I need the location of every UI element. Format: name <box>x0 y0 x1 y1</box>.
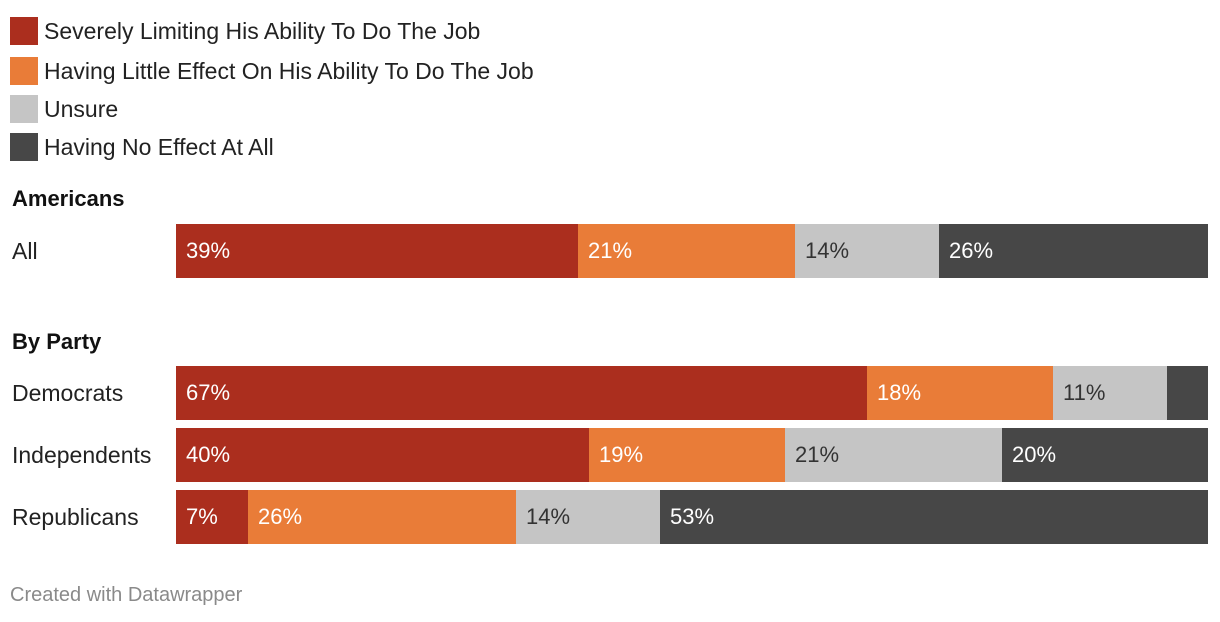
legend-swatch <box>10 57 38 85</box>
bar-row-democrats: 67% 18% 11% <box>176 366 1208 420</box>
legend-swatch <box>10 95 38 123</box>
legend-label: Severely Limiting His Ability To Do The … <box>44 17 481 44</box>
bar-value-label: 11% <box>1063 380 1106 405</box>
legend-item-severely-limiting: Severely Limiting His Ability To Do The … <box>10 12 534 50</box>
bar-segment <box>176 490 248 544</box>
row-label-democrats: Democrats <box>12 380 124 406</box>
bar-segment <box>248 490 516 544</box>
row-label-republicans: Republicans <box>12 504 139 530</box>
bar-segment <box>1053 366 1167 420</box>
bar-value-label: 20% <box>1012 442 1057 467</box>
legend-swatch <box>10 17 38 45</box>
bar-segment <box>1167 366 1208 420</box>
bar-value-label: 21% <box>795 442 840 467</box>
legend-swatch <box>10 133 38 161</box>
legend-item-little-effect: Having Little Effect On His Ability To D… <box>10 52 534 90</box>
legend-item-unsure: Unsure <box>10 90 534 128</box>
bar-value-label: 40% <box>186 442 231 467</box>
legend-label: Having No Effect At All <box>44 133 274 160</box>
bar-segment <box>516 490 660 544</box>
bar-value-label: 19% <box>599 442 644 467</box>
bar-segment <box>1002 428 1208 482</box>
bar-value-label: 14% <box>526 504 571 529</box>
bar-segment <box>867 366 1053 420</box>
bar-value-label: 18% <box>877 380 922 405</box>
bar-segment <box>939 224 1208 278</box>
bar-value-label: 21% <box>588 238 633 263</box>
bar-segment <box>176 428 589 482</box>
bar-segment <box>176 366 867 420</box>
bar-row-all: 39% 21% 14% 26% <box>176 224 1208 278</box>
group-title-americans: Americans <box>12 186 125 211</box>
footer-credit: Created with Datawrapper <box>10 584 243 606</box>
bar-segment <box>578 224 795 278</box>
bar-value-label: 7% <box>186 504 218 529</box>
bar-row-republicans: 7% 26% 14% 53% <box>176 490 1208 544</box>
bar-segment <box>795 224 939 278</box>
bar-segment <box>176 224 578 278</box>
legend-label: Unsure <box>44 95 119 122</box>
bar-value-label: 26% <box>949 238 994 263</box>
bar-value-label: 14% <box>805 238 850 263</box>
legend-label: Having Little Effect On His Ability To D… <box>44 57 534 84</box>
row-label-independents: Independents <box>12 442 152 468</box>
row-label-all: All <box>12 238 38 264</box>
bar-value-label: 67% <box>186 380 231 405</box>
bar-value-label: 39% <box>186 238 231 263</box>
bar-value-label: 26% <box>258 504 303 529</box>
bar-row-independents: 40% 19% 21% 20% <box>176 428 1208 482</box>
group-title-by-party: By Party <box>12 329 102 354</box>
legend: Severely Limiting His Ability To Do The … <box>10 12 534 166</box>
bar-segment <box>660 490 1208 544</box>
bar-value-label: 53% <box>670 504 715 529</box>
bar-segment <box>785 428 1002 482</box>
bar-segment <box>589 428 785 482</box>
legend-item-no-effect: Having No Effect At All <box>10 128 534 166</box>
